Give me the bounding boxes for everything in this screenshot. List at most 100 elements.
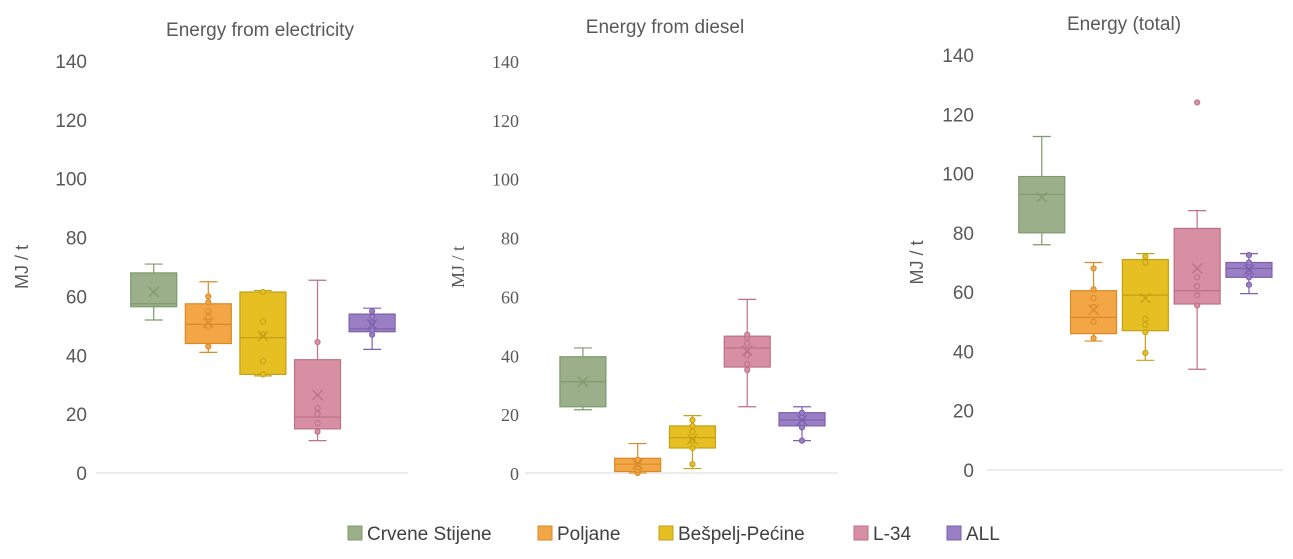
data-point bbox=[259, 358, 267, 365]
data-point bbox=[1142, 329, 1149, 336]
data-point bbox=[1194, 283, 1201, 290]
data-point bbox=[1142, 321, 1149, 328]
y-tick-label: 100 bbox=[55, 170, 87, 191]
y-tick-label: 60 bbox=[501, 287, 519, 307]
data-point bbox=[205, 293, 212, 300]
y-tick-label: 40 bbox=[953, 342, 974, 363]
legend-item-be-pelj-pe-ine: Bešpelj-Pećine bbox=[658, 524, 805, 545]
chart-title: Energy from diesel bbox=[586, 17, 744, 38]
legend-label: Bešpelj-Pećine bbox=[678, 524, 805, 545]
data-point bbox=[634, 456, 641, 463]
legend-item-l-34: L-34 bbox=[853, 524, 911, 545]
data-point bbox=[1194, 274, 1201, 281]
data-point bbox=[205, 299, 212, 306]
y-tick-label: 140 bbox=[492, 52, 519, 72]
data-point bbox=[1142, 253, 1149, 260]
mean-marker bbox=[577, 376, 589, 388]
data-point bbox=[1245, 274, 1253, 281]
legend-swatch bbox=[658, 525, 674, 541]
box-l-34 bbox=[1173, 99, 1221, 370]
box-l-34 bbox=[723, 298, 771, 408]
y-tick-label: 0 bbox=[510, 464, 519, 484]
y-tick-label: 80 bbox=[66, 229, 87, 250]
data-point bbox=[369, 308, 376, 315]
legend-label: L-34 bbox=[873, 524, 911, 545]
y-tick-label: 20 bbox=[501, 405, 519, 425]
data-point bbox=[314, 428, 321, 435]
box-all bbox=[1225, 251, 1273, 295]
mean-marker bbox=[686, 433, 698, 445]
y-tick-label: 20 bbox=[66, 405, 87, 426]
data-point bbox=[205, 308, 212, 315]
box-l-34 bbox=[293, 279, 342, 442]
data-point bbox=[689, 444, 696, 452]
box-iqr bbox=[130, 272, 178, 308]
data-point bbox=[369, 313, 376, 321]
data-point bbox=[314, 405, 321, 412]
mean-marker bbox=[148, 286, 160, 298]
mean-marker bbox=[632, 458, 644, 470]
mean-marker bbox=[741, 345, 753, 357]
box-iqr bbox=[1173, 227, 1221, 305]
data-point bbox=[744, 361, 751, 368]
mean-marker bbox=[1243, 264, 1255, 276]
data-point bbox=[259, 288, 267, 296]
mean-marker bbox=[257, 330, 269, 342]
data-point bbox=[1194, 302, 1201, 309]
box-crvene-stijene bbox=[130, 263, 178, 321]
data-point bbox=[259, 318, 267, 325]
data-point bbox=[1245, 259, 1253, 266]
legend-swatch bbox=[853, 525, 869, 541]
y-axis-label: MJ / t bbox=[907, 241, 927, 285]
data-point bbox=[1142, 349, 1149, 357]
y-tick-label: 0 bbox=[76, 464, 87, 485]
box-be-pelj-pe-ine bbox=[668, 415, 717, 470]
mean-marker bbox=[1088, 304, 1100, 316]
data-point bbox=[205, 343, 212, 350]
y-tick-label: 40 bbox=[501, 346, 519, 366]
legend-item-crvene-stijene: Crvene Stijene bbox=[347, 524, 492, 545]
data-point bbox=[1142, 259, 1149, 266]
data-point bbox=[369, 319, 376, 327]
data-point bbox=[689, 437, 696, 444]
legend-swatch bbox=[537, 525, 553, 541]
legend-item-all: ALL bbox=[946, 524, 1000, 545]
data-point bbox=[798, 409, 806, 416]
data-point bbox=[1090, 286, 1097, 293]
mean-marker bbox=[312, 389, 323, 401]
y-tick-label: 100 bbox=[492, 170, 519, 190]
data-point bbox=[1090, 265, 1097, 272]
data-point bbox=[1090, 334, 1097, 342]
box-crvene-stijene bbox=[559, 347, 607, 411]
panel-electricity: Energy from electricity MJ / t 0 20 40 60 80 10… bbox=[12, 20, 408, 485]
box-all bbox=[348, 307, 396, 350]
data-point bbox=[744, 366, 751, 374]
box-poljane bbox=[184, 281, 232, 353]
data-point bbox=[1245, 251, 1253, 259]
data-point bbox=[1194, 292, 1201, 299]
box-be-pelj-pe-ine bbox=[239, 288, 287, 378]
y-tick-label: 20 bbox=[953, 402, 974, 423]
legend-label: ALL bbox=[966, 524, 1000, 545]
data-point bbox=[744, 340, 751, 347]
legend-label: Poljane bbox=[557, 524, 620, 545]
legend-swatch bbox=[946, 525, 962, 541]
mean-marker bbox=[1139, 292, 1151, 304]
data-point bbox=[314, 338, 321, 346]
data-point bbox=[205, 313, 212, 321]
data-point bbox=[259, 331, 267, 338]
mean-marker bbox=[1036, 191, 1048, 203]
data-point bbox=[798, 437, 806, 444]
data-point bbox=[689, 428, 696, 435]
y-tick-label: 120 bbox=[55, 111, 87, 132]
box-poljane bbox=[614, 442, 662, 477]
panel-total: Energy (total) MJ / t 0 20 40 60 80 100 120 140 bbox=[907, 14, 1283, 482]
data-point bbox=[1090, 318, 1097, 325]
box-iqr bbox=[1018, 175, 1066, 234]
y-tick-label: 120 bbox=[942, 105, 974, 126]
mean-marker bbox=[202, 317, 214, 329]
y-tick-label: 60 bbox=[953, 283, 974, 304]
chart-title: Energy (total) bbox=[1067, 14, 1181, 35]
y-tick-label: 40 bbox=[66, 346, 87, 367]
data-point bbox=[1142, 315, 1149, 322]
